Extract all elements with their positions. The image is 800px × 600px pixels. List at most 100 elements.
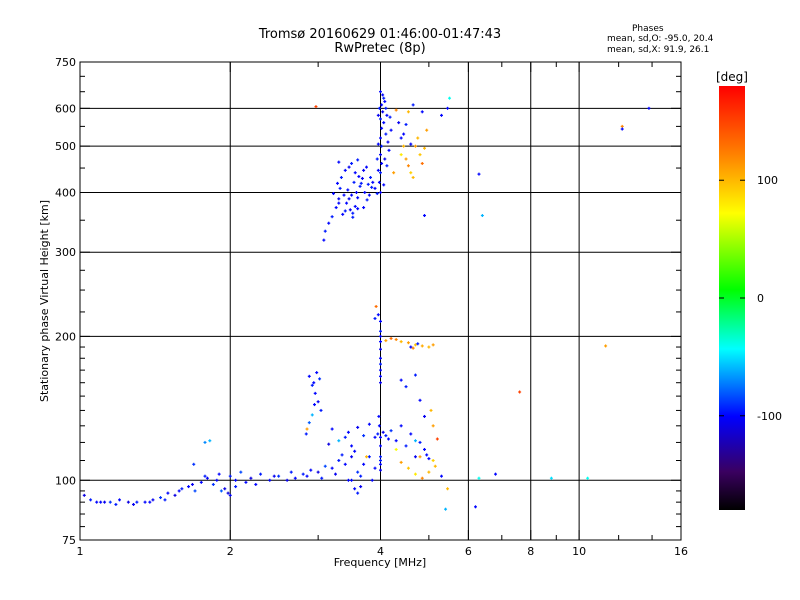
data-point (228, 474, 232, 478)
y-tick-label: 500 (55, 140, 76, 153)
x-tick-label: 4 (377, 545, 384, 558)
data-point (143, 500, 147, 504)
data-point (379, 462, 382, 466)
data-point (379, 435, 382, 439)
data-point (444, 507, 448, 511)
data-point (373, 466, 377, 470)
colorbar-tick-label: -100 (757, 410, 782, 423)
data-point (377, 414, 381, 418)
data-point (338, 186, 342, 190)
data-point (379, 319, 382, 323)
data-point (435, 437, 439, 441)
data-point (330, 427, 334, 431)
data-point (387, 148, 391, 152)
data-point (379, 374, 382, 378)
data-point (316, 400, 320, 404)
data-point (373, 186, 377, 190)
data-point (337, 458, 341, 462)
data-point (399, 153, 403, 157)
data-point (427, 457, 431, 461)
data-point (379, 153, 382, 157)
data-point (413, 472, 417, 476)
data-point (347, 165, 351, 169)
data-point (425, 128, 429, 132)
data-point (381, 110, 385, 114)
data-point (384, 434, 388, 438)
data-point (226, 491, 230, 495)
data-point (350, 161, 354, 165)
data-point (402, 132, 406, 136)
chart-subtitle: RwPretec (8p) (334, 41, 426, 56)
data-point (356, 207, 360, 211)
data-point (277, 474, 281, 478)
data-point (422, 146, 426, 150)
data-point (314, 105, 318, 109)
data-point (418, 398, 422, 402)
data-point (379, 455, 382, 459)
data-point (362, 206, 366, 210)
data-point (379, 340, 382, 344)
data-point (399, 136, 403, 140)
y-axis-label: Stationary phase Virtual Height [km] (38, 200, 51, 402)
data-point (151, 498, 155, 502)
data-point (316, 470, 320, 474)
data-point (348, 208, 352, 212)
data-point (301, 472, 305, 476)
data-point (386, 437, 390, 441)
data-point (353, 204, 357, 208)
data-point (620, 127, 624, 131)
data-point (353, 449, 357, 453)
data-point (380, 144, 384, 148)
data-point (259, 472, 263, 476)
data-point (477, 172, 481, 176)
data-point (411, 346, 415, 350)
data-point (367, 422, 371, 426)
data-point (337, 197, 341, 201)
scatter-points (82, 90, 651, 511)
data-point (383, 157, 387, 161)
data-point (379, 117, 382, 121)
data-point (327, 221, 331, 225)
data-point (367, 455, 371, 459)
data-point (384, 106, 388, 110)
data-point (337, 439, 341, 443)
data-point (163, 498, 167, 502)
data-point (337, 160, 341, 164)
data-point (234, 478, 238, 482)
data-point (333, 472, 337, 476)
data-point (376, 113, 380, 117)
data-point (473, 505, 477, 509)
data-point (440, 474, 444, 478)
data-point (356, 425, 360, 429)
data-point (365, 455, 369, 459)
data-point (340, 453, 344, 457)
data-point (394, 447, 398, 451)
data-point (203, 440, 207, 444)
data-point (404, 444, 408, 448)
data-point (381, 93, 385, 97)
data-point (406, 341, 410, 345)
data-point (366, 182, 370, 186)
phases-title: Phases (632, 24, 664, 34)
colorbar-tick-label: 100 (757, 174, 778, 187)
data-point (376, 313, 380, 317)
data-point (351, 215, 355, 219)
grid-lines (80, 62, 681, 540)
data-point (386, 140, 390, 144)
data-point (234, 485, 238, 489)
data-point (335, 181, 339, 185)
data-point (374, 304, 378, 308)
data-point (620, 124, 624, 128)
data-point (358, 184, 362, 188)
y-tick-label: 600 (55, 102, 76, 115)
data-point (322, 238, 326, 242)
data-point (268, 478, 272, 482)
data-point (380, 161, 384, 165)
data-point (330, 215, 334, 219)
data-point (239, 470, 243, 474)
data-point (223, 487, 227, 491)
data-point (604, 344, 608, 348)
data-point (99, 500, 103, 504)
x-tick-label: 2 (227, 545, 234, 558)
data-point (440, 113, 444, 117)
